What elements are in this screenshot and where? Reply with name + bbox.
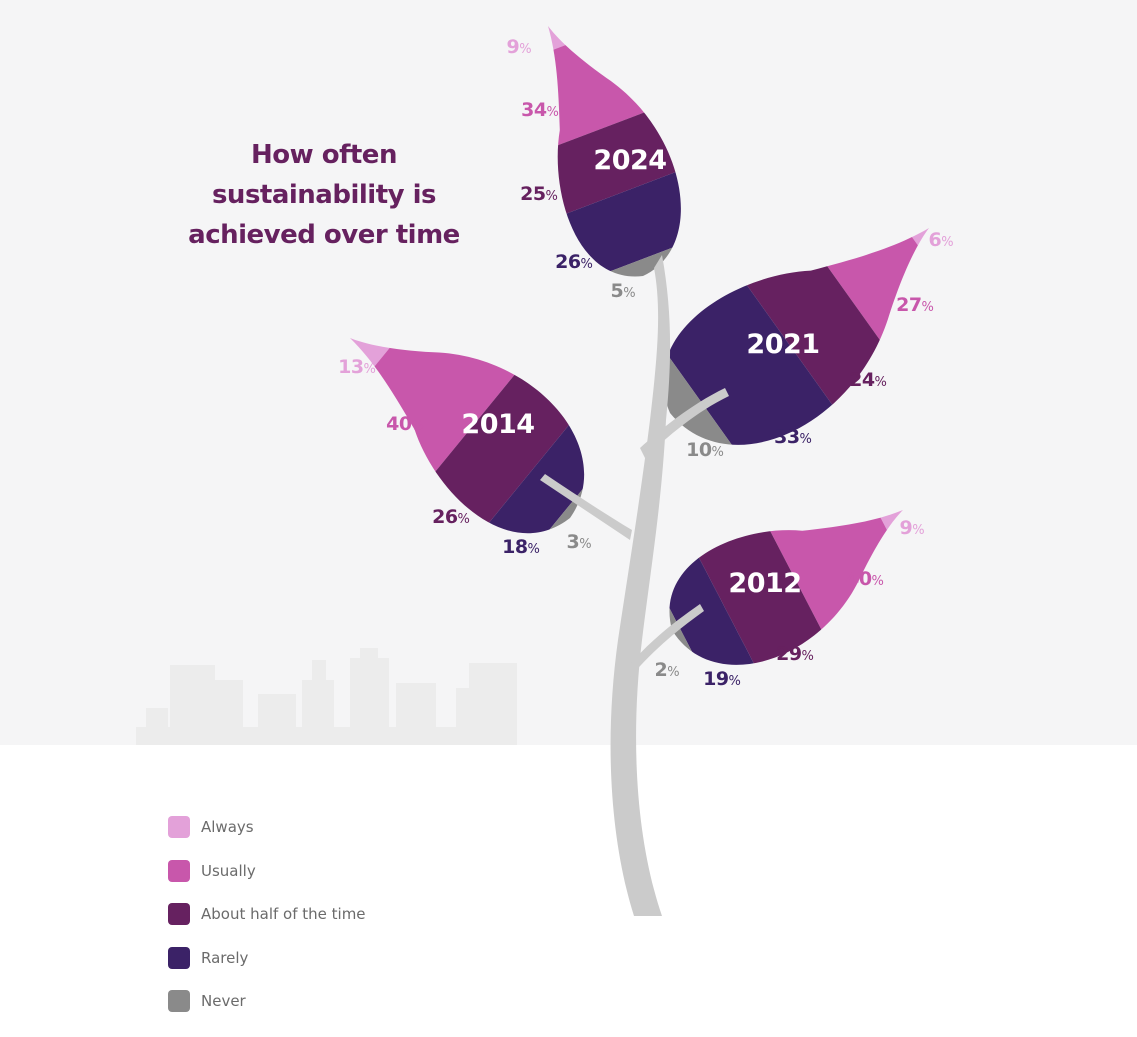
segment-2021-rarely (663, 228, 929, 445)
value-label-2021-never: 10% (686, 439, 724, 461)
value-label-2014-usually: 40% (386, 413, 424, 435)
value-label-2024-usually: 34% (521, 99, 559, 121)
value-label-2014-rarely: 18% (502, 536, 540, 558)
chart-title-line-2: sustainability is (212, 180, 436, 210)
legend-item-rarely: Rarely (168, 946, 366, 969)
value-label-2021-about-half-of-the-time: 24% (849, 369, 887, 391)
segment-2024-usually (548, 26, 681, 241)
legend-item-never: Never (168, 990, 366, 1012)
legend-swatch-rarely (168, 946, 190, 969)
value-label-2024-rarely: 26% (555, 251, 593, 273)
chart-title-line-1: How often (251, 140, 397, 170)
year-label-2024: 2024 (593, 145, 666, 176)
value-label-2012-never: 2% (654, 659, 679, 681)
value-label-2014-always: 13% (338, 356, 376, 378)
year-label-2021: 2021 (746, 329, 819, 360)
year-label-2012: 2012 (728, 568, 801, 599)
legend-item-usually: Usually (168, 859, 366, 882)
legend-swatch-never (168, 990, 190, 1012)
segment-2014-always (350, 338, 569, 534)
leaf-2024: 2024 (548, 26, 681, 277)
value-label-2012-rarely: 19% (703, 668, 741, 690)
segment-2014-usually (350, 338, 585, 534)
segment-2012-rarely (669, 510, 862, 665)
legend-item-always: Always (168, 816, 366, 838)
value-label-2012-about-half-of-the-time: 29% (776, 643, 814, 665)
value-label-2012-usually: 40% (846, 568, 884, 590)
value-label-2014-about-half-of-the-time: 26% (432, 506, 470, 528)
legend-swatch-about-half-of-the-time (168, 903, 190, 925)
legend-label-never: Never (201, 992, 246, 1010)
legend-swatch-usually (168, 859, 190, 882)
segment-2012-usually (669, 510, 903, 665)
value-label-2021-usually: 27% (896, 294, 934, 316)
segment-2024-never (548, 154, 681, 277)
value-label-2021-rarely: 33% (774, 426, 812, 448)
year-label-2014: 2014 (461, 409, 534, 440)
segment-2014-about-half-of-the-time (350, 338, 585, 534)
legend-label-rarely: Rarely (201, 948, 249, 967)
legend: Always Usually About half of the time Rarel… (168, 816, 366, 1034)
legend-label-usually: Usually (201, 861, 256, 880)
value-label-2024-never: 5% (610, 280, 635, 302)
segment-2024-about-half-of-the-time (548, 26, 681, 277)
segment-2012-always (743, 510, 903, 665)
value-label-2024-about-half-of-the-time: 25% (520, 183, 558, 205)
segment-2012-about-half-of-the-time (669, 510, 903, 665)
segment-2014-rarely (350, 338, 585, 534)
chart-title-line-3: achieved over time (188, 220, 460, 250)
legend-item-about-half-of-the-time: About half of the time (168, 903, 366, 925)
value-label-2014-never: 3% (566, 531, 591, 553)
segment-2024-rarely (548, 89, 681, 277)
segment-2021-usually (669, 228, 929, 445)
segment-2021-never (663, 228, 871, 445)
legend-label-always: Always (201, 818, 254, 836)
value-label-2012-always: 9% (899, 517, 924, 539)
leaf-charts: 2024 9% 34% 25% 26% 5% 2021 6% 27% 24% 33% 10% 2014 1… (338, 26, 954, 690)
value-label-2021-always: 6% (928, 229, 953, 251)
segment-2024-always (548, 26, 681, 156)
value-label-2024-always: 9% (506, 36, 531, 58)
legend-swatch-always (168, 816, 190, 838)
plant-stem (540, 255, 729, 916)
legend-label-about-half-of-the-time: About half of the time (201, 905, 366, 923)
